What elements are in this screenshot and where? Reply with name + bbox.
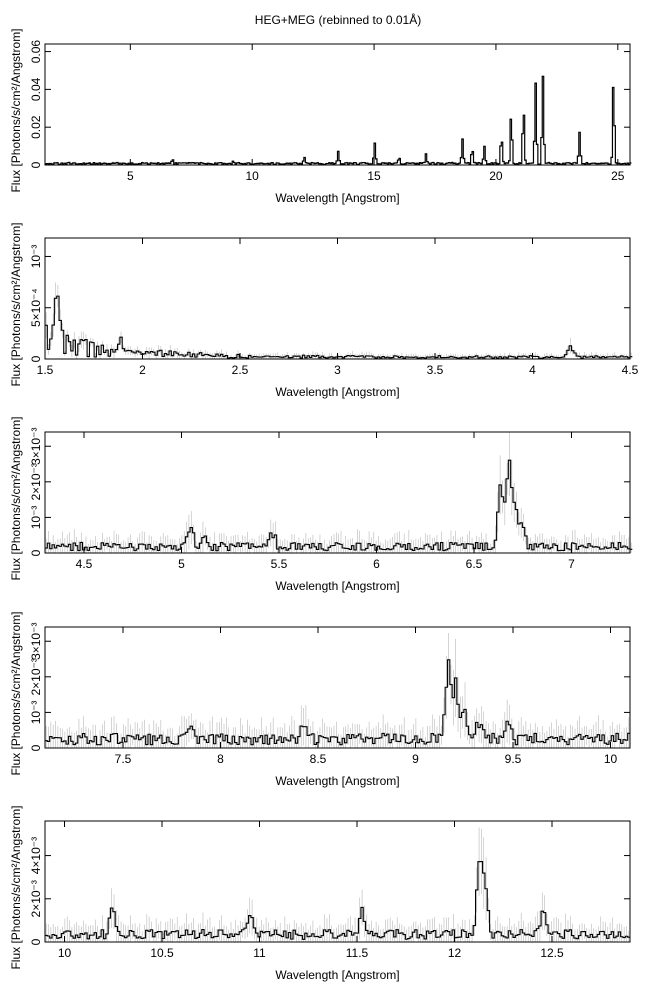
x-tick-label: 5 — [127, 169, 134, 183]
plot-frame — [44, 626, 631, 749]
y-tick-label: 0.06 — [29, 40, 43, 64]
y-tick-label: 2×10⁻³ — [29, 658, 43, 695]
x-tick-label: 5 — [178, 557, 185, 571]
x-tick-label: 6 — [373, 557, 380, 571]
y-tick-label: 4×10⁻³ — [29, 837, 43, 874]
y-tick-label: 5×10⁻⁴ — [29, 288, 43, 327]
flux-histogram — [45, 659, 630, 746]
x-axis-title: Wavelength [Angstrom] — [275, 579, 399, 593]
y-axis-title: Flux [Photons/s/cm²/Angstrom] — [9, 416, 23, 580]
y-tick-label: 0 — [29, 355, 43, 362]
x-tick-label: 15 — [367, 169, 381, 183]
x-tick-label: 7.5 — [115, 752, 132, 766]
x-tick-label: 4.5 — [622, 363, 639, 377]
y-tick-label: 10⁻³ — [29, 245, 43, 269]
x-tick-label: 12.5 — [540, 946, 564, 960]
x-tick-label: 25 — [611, 169, 625, 183]
y-tick-label: 0 — [29, 744, 43, 751]
y-tick-label: 10⁻³ — [29, 701, 43, 725]
y-tick-label: 10⁻³ — [29, 506, 43, 530]
y-axis-title: Flux [Photons/s/cm²/Angstrom] — [9, 222, 23, 386]
x-tick-label: 9 — [412, 752, 419, 766]
spectrum-panel-3: 4.5 5 5.5 6 6.5 7 0 10⁻³ 2×10⁻³3×10⁻³ Wavelength … — [9, 416, 633, 593]
x-tick-label: 12 — [448, 946, 462, 960]
spectrum-panel-5: 10 10.5 11 11.5 12 12.5 0 2×10⁻³ 4×10⁻³ Wavelengt… — [9, 805, 631, 982]
x-tick-label: 4 — [529, 363, 536, 377]
x-tick-label: 2.5 — [232, 363, 249, 377]
y-axis-title: Flux [Photons/s/cm²/Angstrom] — [9, 28, 23, 192]
spectrum-panel-4: 7.5 8 8.5 9 9.5 10 0 10⁻³ 2×10⁻³3×10⁻³ Wavelength… — [9, 611, 631, 788]
x-tick-label: 5.5 — [271, 557, 288, 571]
spectrum-panel-2: 1.5 2 2.5 3 3.5 4 4.5 0 5×10⁻⁴ 10⁻³ Wavelength [An… — [9, 222, 639, 399]
x-tick-label: 20 — [489, 169, 503, 183]
x-tick-label: 11.5 — [346, 946, 369, 960]
spectrum-panel-1: 5 10 15 20 25 0 0.02 0.04 0.06 Wavelength [Angstr… — [9, 28, 632, 205]
y-tick-label: 0 — [29, 161, 43, 168]
flux-histogram — [45, 861, 630, 940]
x-tick-label: 8 — [217, 752, 224, 766]
y-tick-label: 0.04 — [29, 77, 43, 101]
flux-histogram — [45, 75, 632, 166]
error-bars — [45, 632, 630, 748]
x-tick-label: 3.5 — [427, 363, 444, 377]
y-axis-title: Flux [Photons/s/cm²/Angstrom] — [9, 611, 23, 775]
y-tick-label: 0 — [29, 549, 43, 556]
x-axis-title: Wavelength [Angstrom] — [275, 191, 399, 205]
x-tick-label: 8.5 — [310, 752, 327, 766]
y-tick-label: 3×10⁻³ — [29, 623, 43, 660]
x-tick-label: 10 — [604, 752, 618, 766]
x-tick-label: 11 — [253, 946, 266, 960]
flux-histogram — [45, 295, 633, 359]
plot-frame — [44, 431, 631, 554]
x-tick-label: 7 — [568, 557, 575, 571]
x-tick-label: 10 — [246, 169, 260, 183]
x-tick-label: 10.5 — [150, 946, 174, 960]
x-tick-label: 9.5 — [505, 752, 522, 766]
y-tick-label: 0.02 — [29, 115, 43, 139]
plot-frame — [44, 820, 631, 943]
y-tick-label: 2×10⁻³ — [29, 880, 43, 917]
x-tick-label: 4.5 — [76, 557, 93, 571]
y-tick-label: 3×10⁻³ — [29, 428, 43, 465]
x-tick-label: 10 — [58, 946, 72, 960]
y-tick-label: 2×10⁻³ — [29, 463, 43, 500]
y-tick-label: 0 — [29, 938, 43, 945]
plot-frame — [44, 43, 631, 166]
x-tick-label: 2 — [139, 363, 146, 377]
figure-title: HEG+MEG (rebinned to 0.01Å) — [255, 12, 421, 27]
x-axis-title: Wavelength [Angstrom] — [275, 968, 399, 982]
x-axis-title: Wavelength [Angstrom] — [275, 774, 399, 788]
y-axis-title: Flux [Photons/s/cm²/Angstrom] — [9, 805, 23, 969]
x-tick-label: 1.5 — [37, 363, 54, 377]
plot-frame — [44, 237, 631, 360]
error-bars — [45, 432, 632, 553]
flux-histogram — [45, 459, 633, 552]
x-axis-title: Wavelength [Angstrom] — [275, 385, 399, 399]
x-tick-label: 6.5 — [466, 557, 483, 571]
error-bars — [45, 282, 632, 359]
x-tick-label: 3 — [334, 363, 341, 377]
